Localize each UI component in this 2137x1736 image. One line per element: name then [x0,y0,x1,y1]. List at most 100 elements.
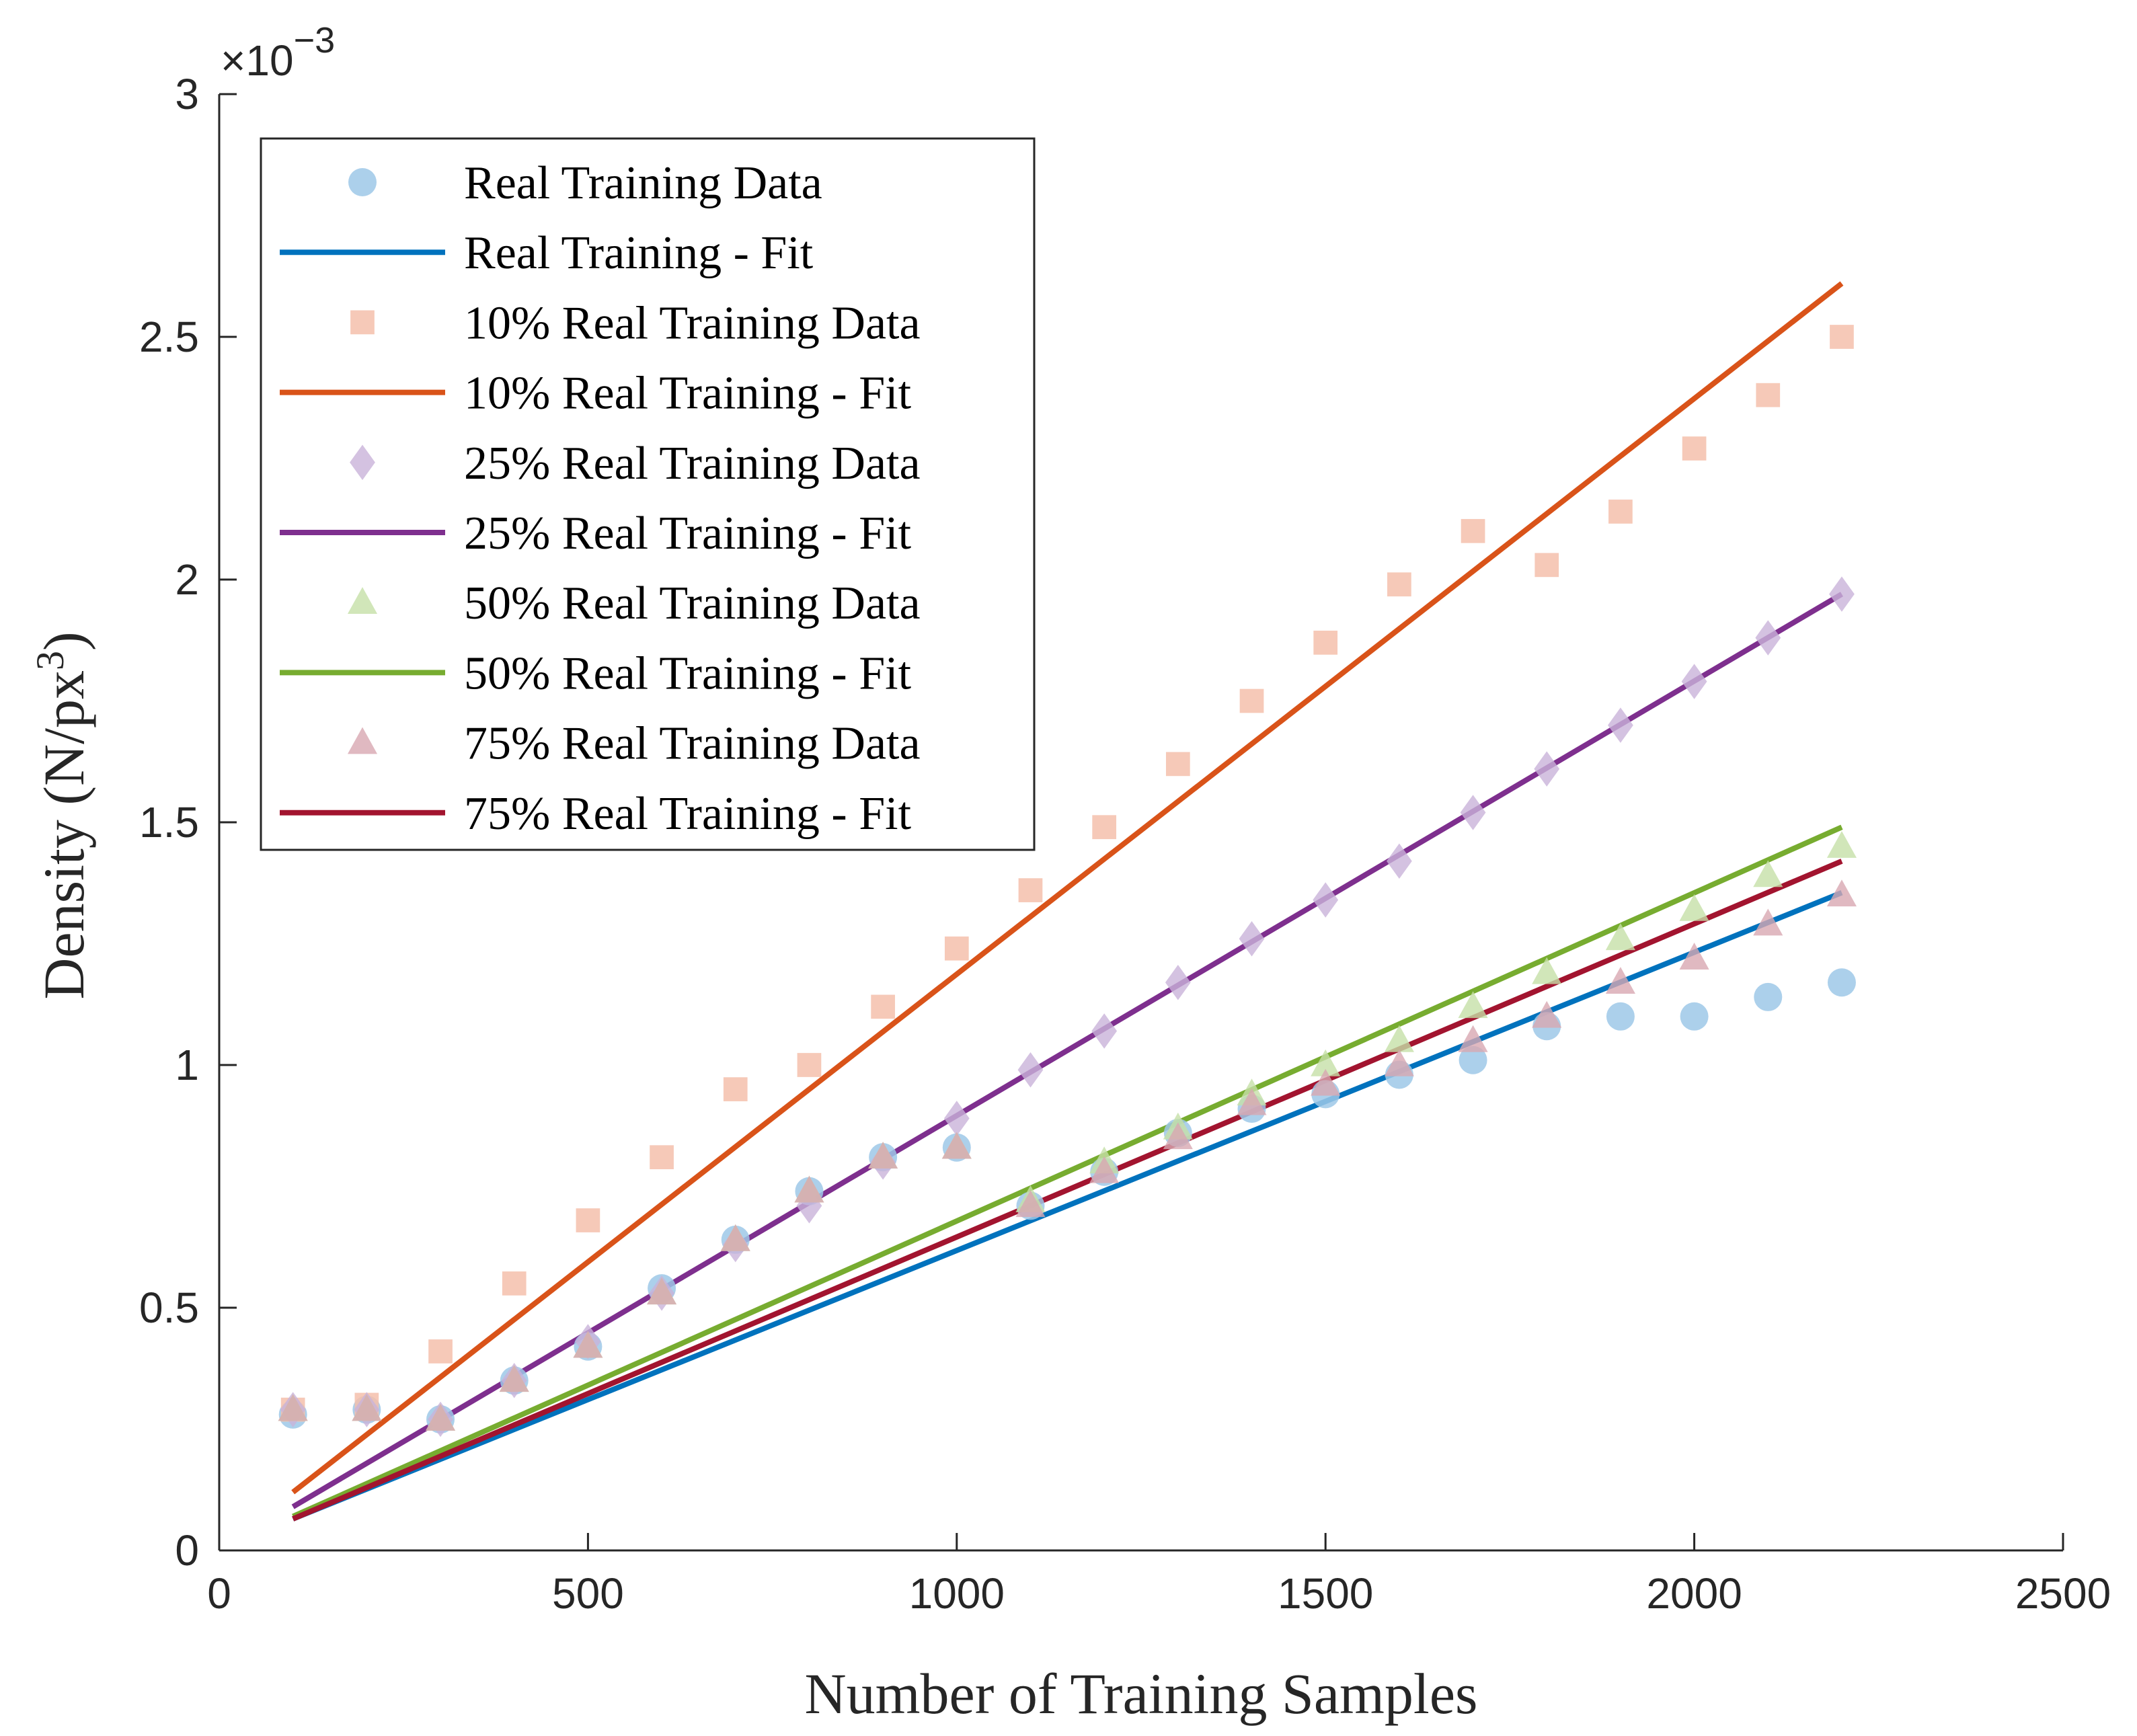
legend-box [260,137,1036,851]
x-tick-label: 2500 [2015,1569,2111,1618]
data-point [1239,688,1264,713]
data-point [1092,815,1117,840]
x-tick-label: 0 [207,1569,231,1618]
data-point [1018,878,1043,902]
data-markers [278,325,1857,1437]
data-point [1754,982,1783,1011]
y-axis-exponent: ×10−3 [221,20,335,85]
data-point [1163,1122,1193,1150]
data-point [1311,1049,1341,1076]
data-point [1387,572,1411,597]
data-point [1165,965,1191,1000]
data-point [1239,921,1265,957]
legend-marker-swatch [348,168,377,196]
data-point [1680,1002,1709,1031]
data-point [650,1145,674,1170]
fit-line [292,859,1843,1522]
y-axis-title-superscript: 3 [28,651,72,670]
y-axis-title-close: ) [32,631,96,651]
data-point [1534,553,1559,578]
data-point [1313,882,1339,918]
x-tick-label: 2000 [1646,1569,1742,1618]
y-tick-label: 2.5 [139,313,199,361]
data-point [425,1403,456,1431]
data-point [943,1101,970,1136]
data-point [278,1394,308,1421]
data-point [647,1277,677,1305]
data-point [1755,620,1781,656]
data-point [1459,1045,1487,1074]
legend-label: Real Training Data [464,157,822,209]
x-tick-label: 500 [552,1569,624,1618]
fit-line [291,281,1844,1495]
y-axis-exponent-base: ×10 [221,36,294,85]
data-point [1605,923,1635,951]
data-point [1826,879,1857,907]
y-tick-label: 3 [175,70,199,118]
data-point [499,1365,529,1392]
data-point [1458,1025,1488,1052]
legend-marker-swatch [347,587,378,614]
legend-label: 75% Real Training - Fit [464,788,912,840]
data-point [1829,576,1855,612]
legend-label: 50% Real Training - Fit [464,647,912,699]
data-point [1753,908,1783,936]
y-tick-label: 1.5 [139,798,199,846]
axis-ticks: 0 500 1000 1500 2000 2500 0 0.5 1 1.5 2 2.5 3 [139,70,2111,1618]
data-point [1605,967,1635,994]
y-tick-label: 0 [175,1526,199,1575]
data-point [502,1271,527,1296]
data-point [1015,1190,1046,1218]
data-point [1313,631,1338,655]
x-axis-title: Number of Training Samples [805,1661,1478,1726]
data-point [1608,707,1633,743]
data-point [1384,1025,1414,1052]
data-point [1532,957,1562,984]
data-point [1089,1156,1120,1183]
data-point [428,1339,453,1364]
legend-label: 10% Real Training - Fit [464,368,912,420]
data-point [1311,1068,1341,1096]
data-point [794,1175,824,1203]
data-point [1461,518,1485,543]
data-point [1460,795,1486,830]
legend-marker-swatch [347,727,378,754]
legend-label: 75% Real Training Data [464,718,921,770]
y-tick-label: 1 [175,1041,199,1089]
data-point [1017,1052,1044,1088]
fit-lines [291,281,1844,1522]
axes [218,94,2063,1552]
data-point [1384,1049,1414,1076]
y-axis-title: Density (N/px3) [28,631,96,999]
data-point [573,1331,603,1358]
data-point [797,1053,822,1077]
data-point [1091,1013,1118,1049]
data-point [1534,751,1560,787]
y-tick-label: 2 [175,555,199,604]
data-point [1386,843,1412,879]
data-point [1458,991,1488,1019]
data-point [1682,436,1707,461]
data-point [1827,968,1856,997]
fit-line [292,890,1843,1522]
legend: Real Training Data Real Training - Fit 10%… [260,137,1036,851]
data-point [944,936,969,961]
data-point [941,1132,972,1159]
data-point [723,1077,748,1101]
data-point [352,1394,382,1421]
fit-line [291,592,1843,1509]
data-point [1608,500,1633,524]
legend-label: Real Training - Fit [464,227,814,279]
data-point [1679,943,1709,970]
data-point [871,994,895,1019]
legend-label: 10% Real Training Data [464,297,921,349]
y-axis-exponent-power: −3 [294,20,336,61]
data-point [576,1208,600,1232]
data-point [1237,1088,1267,1115]
data-point [1679,894,1709,921]
data-point [1532,1000,1562,1028]
data-point [720,1224,750,1251]
legend-label: 25% Real Training Data [464,438,921,489]
data-point [1165,752,1190,777]
